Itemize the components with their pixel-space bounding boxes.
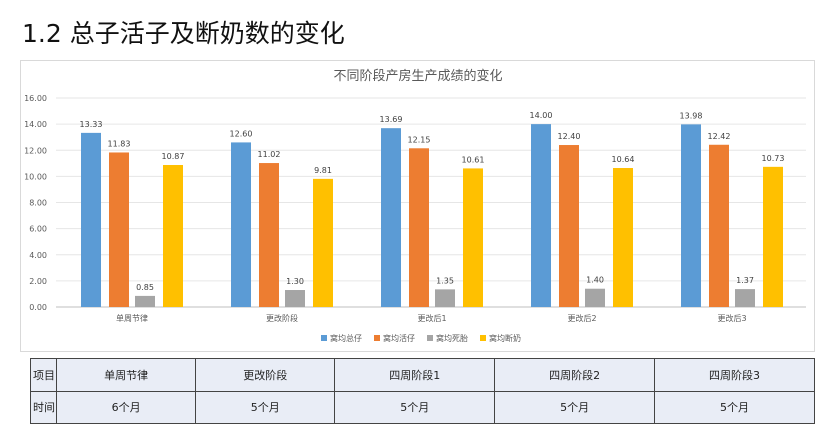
data-label: 12.15: [408, 135, 431, 144]
data-label: 13.33: [80, 120, 103, 129]
bar: [613, 168, 633, 307]
y-tick-label: 14.00: [24, 120, 47, 129]
table-cell: 6个月: [55, 390, 197, 424]
data-label: 13.69: [380, 115, 403, 124]
y-tick-label: 10.00: [24, 172, 47, 181]
y-tick-label: 0.00: [29, 303, 47, 312]
bar: [259, 163, 279, 307]
y-tick-label: 6.00: [29, 225, 47, 234]
bar: [435, 289, 455, 307]
y-tick-label: 12.00: [24, 146, 47, 155]
y-tick-label: 2.00: [29, 277, 47, 286]
bar: [135, 295, 155, 307]
data-label: 1.30: [286, 277, 304, 286]
data-label: 12.42: [708, 132, 731, 141]
table-cell: 更改阶段: [195, 358, 336, 392]
bar: [81, 132, 101, 307]
legend-label: 窝均总仔: [330, 333, 362, 343]
bar: [163, 165, 183, 307]
y-tick-label: 8.00: [29, 199, 47, 208]
data-label: 11.02: [258, 150, 281, 159]
table-cell: 四周阶段3: [654, 358, 815, 392]
table-row: 项目 单周节律 更改阶段 四周阶段1 四周阶段2 四周阶段3: [30, 358, 815, 392]
x-tick-label: 更改后2: [567, 313, 596, 323]
bar: [313, 178, 333, 307]
data-label: 12.60: [230, 129, 253, 138]
bar: [231, 142, 251, 307]
data-label: 9.81: [314, 166, 332, 175]
chart: 不同阶段产房生产成绩的变化 0.00 2.00 4.00 6.00 8.00 10.00 1…: [20, 60, 815, 352]
bar: [559, 145, 579, 307]
legend-label: 窝均死胎: [436, 333, 468, 343]
legend-label: 窝均活仔: [383, 333, 415, 343]
bar: [463, 168, 483, 307]
bar: [109, 152, 129, 307]
y-tick-label: 16.00: [24, 94, 47, 103]
table-cell: 5个月: [654, 390, 815, 424]
bar: [681, 124, 701, 307]
table-cell: 四周阶段2: [494, 358, 656, 392]
legend-swatch: [427, 335, 433, 341]
table-cell: 项目: [30, 358, 57, 392]
bar: [735, 289, 755, 307]
period-table: 项目 单周节律 更改阶段 四周阶段1 四周阶段2 四周阶段3 时间 6个月 5个…: [30, 358, 815, 424]
table-cell: 5个月: [195, 390, 336, 424]
data-label: 12.40: [558, 132, 581, 141]
data-label: 1.40: [586, 276, 604, 285]
bar: [285, 290, 305, 307]
data-label: 10.73: [762, 154, 785, 163]
bar: [709, 144, 729, 307]
x-tick-label: 更改后3: [717, 313, 746, 323]
bar: [531, 124, 551, 307]
chart-title: 不同阶段产房生产成绩的变化: [333, 68, 502, 84]
legend-swatch: [321, 335, 327, 341]
x-tick-label: 更改阶段: [266, 313, 298, 323]
data-label: 13.98: [680, 111, 703, 120]
legend-swatch: [374, 335, 380, 341]
bar: [381, 128, 401, 307]
table-cell: 单周节律: [55, 358, 197, 392]
data-label: 10.64: [612, 155, 635, 164]
table-row: 时间 6个月 5个月 5个月 5个月 5个月: [30, 390, 815, 424]
x-tick-label: 更改后1: [417, 313, 446, 323]
data-label: 1.35: [436, 276, 454, 285]
legend-swatch: [480, 335, 486, 341]
bar: [585, 288, 605, 307]
data-label: 10.87: [162, 152, 185, 161]
bar: [409, 148, 429, 307]
table-cell: 时间: [30, 390, 57, 424]
table-cell: 5个月: [334, 390, 496, 424]
bar-chart: 不同阶段产房生产成绩的变化 0.00 2.00 4.00 6.00 8.00 10.00 1…: [24, 68, 806, 343]
data-label: 0.85: [136, 283, 154, 292]
x-tick-label: 单周节律: [116, 313, 148, 323]
bar: [763, 166, 783, 307]
table-cell: 5个月: [494, 390, 656, 424]
data-label: 1.37: [736, 276, 754, 285]
data-label: 10.61: [462, 155, 485, 164]
legend-label: 窝均断奶: [489, 333, 521, 343]
table-cell: 四周阶段1: [334, 358, 496, 392]
data-label: 14.00: [530, 111, 553, 120]
y-tick-label: 4.00: [29, 251, 47, 260]
section-heading: 1.2 总子活子及断奶数的变化: [22, 19, 345, 48]
data-label: 11.83: [108, 139, 131, 148]
